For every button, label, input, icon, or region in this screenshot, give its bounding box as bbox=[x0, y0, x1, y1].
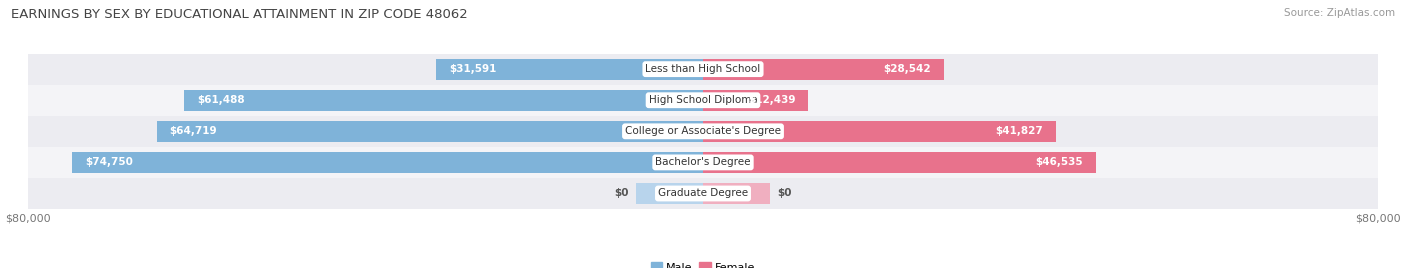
Bar bbox=[28, 147, 1378, 178]
Bar bbox=[184, 90, 703, 111]
Bar bbox=[28, 178, 1378, 209]
Text: $74,750: $74,750 bbox=[84, 157, 134, 168]
Text: Graduate Degree: Graduate Degree bbox=[658, 188, 748, 199]
Text: Bachelor's Degree: Bachelor's Degree bbox=[655, 157, 751, 168]
Bar bbox=[703, 59, 943, 80]
Bar bbox=[28, 54, 1378, 85]
Bar bbox=[703, 90, 808, 111]
Legend: Male, Female: Male, Female bbox=[651, 262, 755, 268]
Bar bbox=[436, 59, 703, 80]
Text: $0: $0 bbox=[614, 188, 628, 199]
Text: $61,488: $61,488 bbox=[197, 95, 245, 105]
Text: $64,719: $64,719 bbox=[170, 126, 218, 136]
Text: EARNINGS BY SEX BY EDUCATIONAL ATTAINMENT IN ZIP CODE 48062: EARNINGS BY SEX BY EDUCATIONAL ATTAINMEN… bbox=[11, 8, 468, 21]
Text: College or Associate's Degree: College or Associate's Degree bbox=[626, 126, 780, 136]
Text: $28,542: $28,542 bbox=[883, 64, 931, 74]
Text: $31,591: $31,591 bbox=[449, 64, 496, 74]
Bar bbox=[636, 183, 703, 204]
Bar bbox=[28, 85, 1378, 116]
Text: $12,439: $12,439 bbox=[748, 95, 796, 105]
Text: $0: $0 bbox=[778, 188, 792, 199]
Bar bbox=[28, 116, 1378, 147]
Text: $46,535: $46,535 bbox=[1035, 157, 1083, 168]
Text: High School Diploma: High School Diploma bbox=[648, 95, 758, 105]
Text: $41,827: $41,827 bbox=[995, 126, 1043, 136]
Bar bbox=[703, 183, 770, 204]
Bar bbox=[703, 121, 1056, 142]
Text: Source: ZipAtlas.com: Source: ZipAtlas.com bbox=[1284, 8, 1395, 18]
Bar bbox=[157, 121, 703, 142]
Bar bbox=[73, 152, 703, 173]
Bar bbox=[703, 152, 1095, 173]
Text: Less than High School: Less than High School bbox=[645, 64, 761, 74]
